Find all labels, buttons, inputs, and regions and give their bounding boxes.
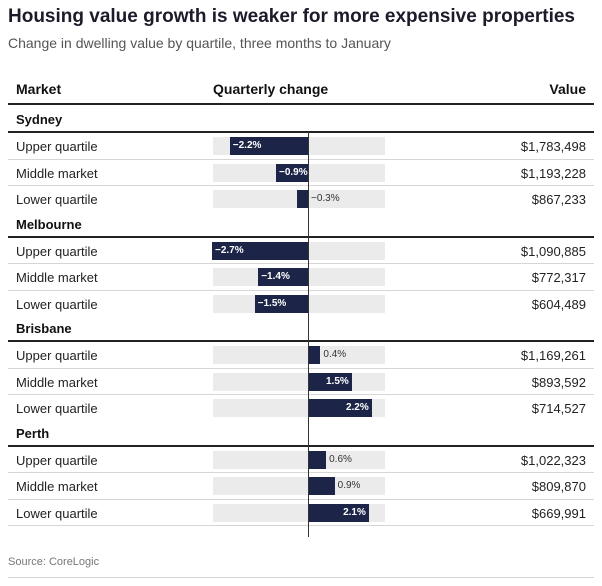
bar-value-label: −1.5% xyxy=(257,297,287,309)
data-bar xyxy=(276,163,308,182)
row-divider xyxy=(8,367,594,369)
bar-value-label: 1.5% xyxy=(325,375,349,387)
column-header-market: Market xyxy=(16,81,62,97)
row-divider xyxy=(8,472,594,473)
data-bar xyxy=(309,399,372,417)
group-label-perth: Perth xyxy=(16,425,50,441)
row-divider xyxy=(8,289,594,291)
row-label: Lower quartile xyxy=(16,401,98,416)
bar-value-label: 0.4% xyxy=(323,349,347,360)
row-value: $1,090,885 xyxy=(520,243,586,259)
column-header-value: Value xyxy=(549,81,586,97)
chart-subtitle: Change in dwelling value by quartile, th… xyxy=(8,35,391,51)
row-value: $867,233 xyxy=(531,192,586,207)
bar-value-label: −0.9% xyxy=(279,166,308,178)
bar-value-label: 2.2% xyxy=(345,402,369,413)
row-label: Middle market xyxy=(16,374,98,390)
row-value: $1,169,261 xyxy=(520,348,586,363)
bar-value-label: −1.4% xyxy=(261,271,290,282)
group-label-brisbane: Brisbane xyxy=(16,321,72,336)
bar-track xyxy=(213,450,385,469)
zero-axis-line xyxy=(308,132,309,537)
row-label: Lower quartile xyxy=(16,296,98,312)
data-bar xyxy=(309,503,369,522)
row-divider xyxy=(8,158,594,160)
row-label: Upper quartile xyxy=(16,452,98,468)
footer-rule xyxy=(8,577,594,578)
data-bar xyxy=(254,294,308,313)
bar-value-label: 0.9% xyxy=(337,480,361,491)
row-value: $1,783,498 xyxy=(520,139,586,154)
bar-track xyxy=(213,346,385,364)
chart-title: Housing value growth is weaker for more … xyxy=(8,6,576,27)
row-label: Upper quartile xyxy=(16,243,98,259)
data-bar xyxy=(309,477,335,495)
row-value: $604,489 xyxy=(531,296,586,312)
row-divider xyxy=(8,525,594,526)
data-bar xyxy=(258,268,308,286)
bar-track xyxy=(213,372,385,391)
data-bar xyxy=(212,241,308,260)
row-divider xyxy=(8,185,594,186)
group-rule xyxy=(8,131,594,133)
bar-value-label: −2.7% xyxy=(215,244,244,256)
group-rule xyxy=(8,444,594,447)
bar-value-label: 2.1% xyxy=(343,506,366,518)
row-label: Middle market xyxy=(16,165,98,181)
row-label: Upper quartile xyxy=(16,139,98,154)
row-divider xyxy=(8,498,594,500)
bar-value-label: −2.2% xyxy=(232,140,262,151)
data-bar xyxy=(309,450,327,469)
bar-track xyxy=(213,477,385,495)
group-label-melbourne: Melbourne xyxy=(16,216,82,232)
data-bar xyxy=(297,190,308,208)
data-bar xyxy=(309,346,321,364)
row-label: Middle market xyxy=(16,270,98,285)
bar-value-label: 0.6% xyxy=(329,453,352,465)
row-value: $772,317 xyxy=(531,270,586,285)
header-rule xyxy=(8,103,594,105)
data-bar xyxy=(229,137,308,155)
row-value: $1,022,323 xyxy=(520,452,586,468)
bar-value-label: −0.3% xyxy=(311,193,340,204)
group-rule xyxy=(8,235,594,238)
group-rule xyxy=(8,340,594,342)
row-label: Middle market xyxy=(16,479,98,494)
row-value: $1,193,228 xyxy=(520,165,586,181)
row-value: $809,870 xyxy=(531,479,586,494)
row-label: Lower quartile xyxy=(16,505,98,521)
source-note: Source: CoreLogic xyxy=(8,556,100,568)
row-label: Upper quartile xyxy=(16,348,98,363)
row-label: Lower quartile xyxy=(16,192,98,207)
row-value: $669,991 xyxy=(531,505,586,521)
row-divider xyxy=(8,394,594,395)
row-divider xyxy=(8,263,594,264)
data-bar xyxy=(309,372,352,391)
row-value: $893,592 xyxy=(531,374,586,390)
column-header-quarterly-change: Quarterly change xyxy=(213,81,329,97)
group-label-sydney: Sydney xyxy=(16,112,63,127)
row-value: $714,527 xyxy=(531,401,586,416)
